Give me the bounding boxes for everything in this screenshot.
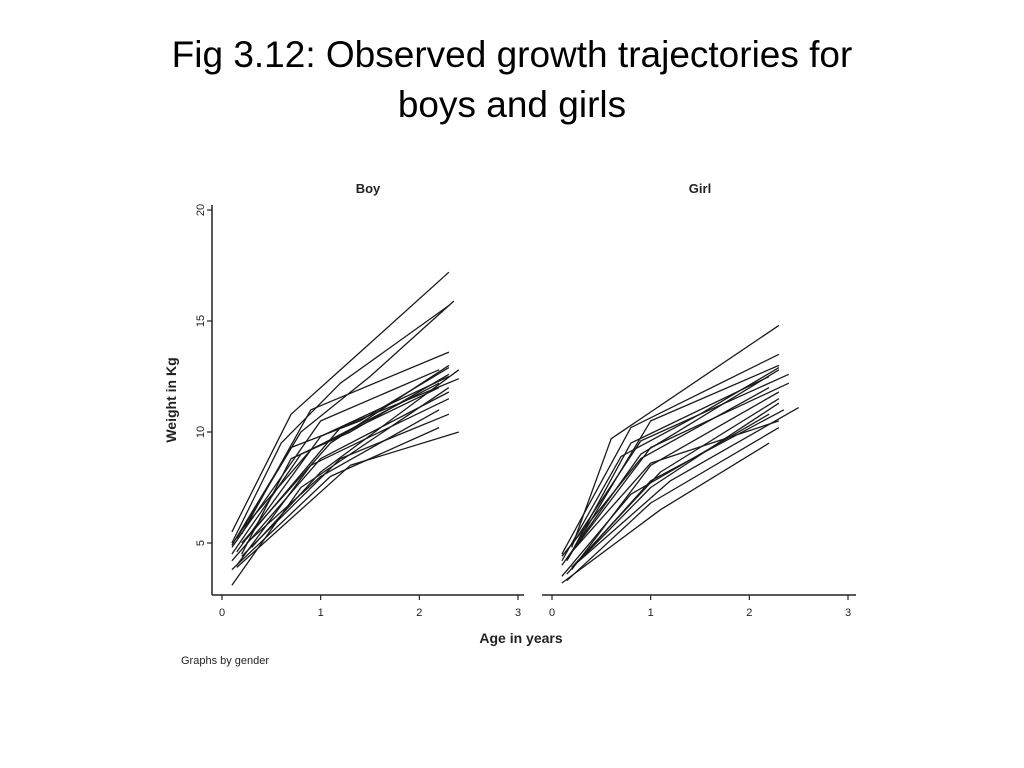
boy-trajectory-16 [231,387,450,586]
boy-x-tick-label: 1 [318,607,324,619]
y-tick-label: 10 [195,426,207,438]
girl-trajectory-12 [571,407,800,568]
footnote: Graphs by gender [181,655,269,667]
girl-trajectory-17 [561,367,780,562]
girl-trajectory-18 [571,420,780,553]
boy-trajectory-19 [231,367,450,546]
boy-trajectory-10 [231,391,450,562]
y-tick-label: 15 [195,315,207,327]
boy-trajectory-4 [241,351,450,535]
boy-trajectory-18 [241,373,450,555]
boy-trajectory-1 [231,271,450,533]
girl-x-tick-label: 3 [845,607,851,619]
boy-trajectory-20 [246,409,440,544]
boy-y-ticks: 5 10 15 20 [195,204,212,546]
boy-trajectory-11 [241,382,440,531]
girl-trajectory-2 [561,353,780,555]
boy-x-tick-label: 0 [219,607,225,619]
boy-trajectories [231,271,460,586]
girl-x-ticks: 0 1 2 3 [549,595,851,619]
slide-title-line-1: Fig 3.12: Observed growth trajectories f… [171,34,853,75]
girl-trajectory-16 [576,402,780,564]
girl-trajectory-13 [566,427,780,582]
slide-title-line-2: boys and girls [397,84,627,125]
x-axis-title: Age in years [479,630,562,646]
girl-trajectory-11 [561,413,770,577]
y-tick-label: 20 [195,204,207,216]
boy-trajectory-17 [251,369,460,548]
girl-trajectories [561,324,800,584]
girl-panel-title: Girl [689,181,711,196]
boy-trajectory-15 [236,431,459,568]
boy-panel-title: Boy [356,181,381,196]
girl-trajectory-14 [561,442,770,584]
boy-trajectory-9 [246,378,460,540]
boy-trajectory-3 [231,304,450,544]
girl-trajectory-6 [566,382,790,559]
girl-x-tick-label: 2 [746,607,752,619]
boy-trajectory-13 [231,427,440,571]
slide-title: Fig 3.12: Observed growth trajectories f… [62,30,962,130]
girl-x-tick-label: 1 [648,607,654,619]
y-tick-label: 5 [195,540,207,546]
y-axis-title: Weight in Kg [163,357,179,442]
girl-trajectory-3 [566,364,780,562]
boy-trajectory-5 [231,369,440,548]
girl-trajectory-8 [561,387,770,557]
panel-boy: Boy 0 1 2 3 5 10 15 20 [195,181,524,619]
girl-trajectory-15 [571,373,790,546]
girl-trajectory-5 [561,369,780,566]
girl-x-tick-label: 0 [549,607,555,619]
boy-x-tick-label: 3 [515,607,521,619]
boy-x-ticks: 0 1 2 3 [219,595,521,619]
girl-trajectory-7 [571,391,780,570]
boy-trajectory-12 [236,398,450,566]
boy-x-tick-label: 2 [416,607,422,619]
panel-girl: Girl 0 1 2 3 [542,181,856,619]
